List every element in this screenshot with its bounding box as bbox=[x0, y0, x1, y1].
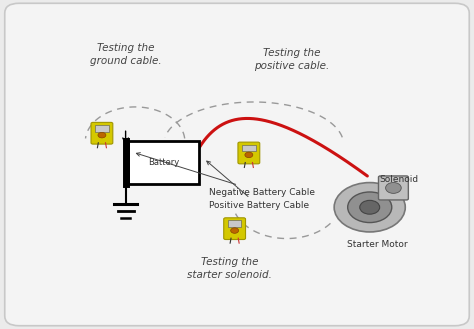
Circle shape bbox=[348, 192, 392, 222]
Circle shape bbox=[231, 228, 238, 233]
Circle shape bbox=[245, 152, 253, 158]
Text: Starter Motor: Starter Motor bbox=[346, 240, 407, 249]
Circle shape bbox=[334, 183, 405, 232]
FancyBboxPatch shape bbox=[224, 218, 246, 240]
FancyBboxPatch shape bbox=[128, 141, 199, 184]
FancyBboxPatch shape bbox=[378, 176, 408, 200]
FancyBboxPatch shape bbox=[95, 125, 109, 132]
Circle shape bbox=[98, 132, 106, 138]
Text: Testing the
positive cable.: Testing the positive cable. bbox=[254, 48, 329, 71]
FancyBboxPatch shape bbox=[238, 142, 260, 164]
Text: Testing the
ground cable.: Testing the ground cable. bbox=[90, 43, 162, 66]
Circle shape bbox=[360, 200, 380, 214]
Text: Battery: Battery bbox=[148, 158, 179, 167]
FancyBboxPatch shape bbox=[91, 122, 113, 144]
Text: Solenoid: Solenoid bbox=[379, 175, 419, 184]
Text: Positive Battery Cable: Positive Battery Cable bbox=[207, 161, 309, 210]
FancyBboxPatch shape bbox=[242, 145, 255, 151]
FancyBboxPatch shape bbox=[5, 3, 469, 326]
Text: Negative Battery Cable: Negative Battery Cable bbox=[137, 153, 315, 197]
Text: Testing the
starter solenoid.: Testing the starter solenoid. bbox=[187, 257, 273, 280]
Circle shape bbox=[385, 183, 401, 193]
FancyBboxPatch shape bbox=[228, 220, 241, 227]
